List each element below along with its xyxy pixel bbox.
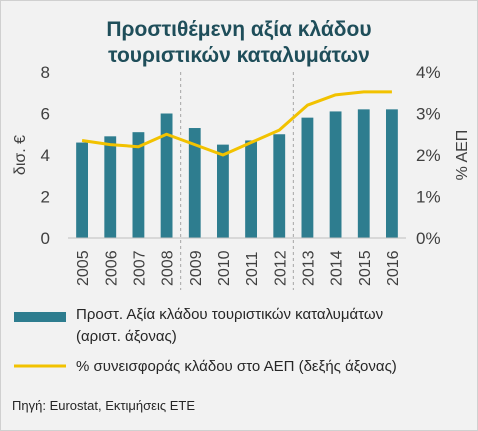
bar-2016	[386, 109, 398, 238]
legend-bar-swatch	[14, 312, 66, 322]
legend-bar-label-1: Προστ. Αξία κλάδου τουριστικών καταλυμάτ…	[76, 306, 384, 323]
x-tick-label: 2011	[244, 251, 261, 286]
bar-2012	[273, 134, 286, 238]
y-tick-label: 4	[41, 146, 50, 165]
bar-2009	[188, 128, 201, 238]
x-tick-label: 2009	[188, 250, 205, 286]
x-tick-label: 2016	[385, 250, 402, 286]
x-tick-label: 2010	[216, 250, 233, 286]
x-tick-label: 2006	[103, 250, 120, 286]
y-tick-label: 6	[41, 105, 50, 124]
bar-2011	[245, 140, 257, 238]
x-tick-label: 2005	[75, 250, 92, 286]
bar-2014	[329, 111, 342, 238]
y2-tick-label: 3%	[416, 105, 441, 124]
bar-2013	[301, 117, 314, 238]
y2-tick-label: 0%	[416, 229, 441, 248]
bar-2005	[76, 142, 88, 238]
x-tick-label: 2012	[272, 250, 289, 286]
bar-2010	[217, 144, 229, 238]
y2-tick-label: 2%	[416, 146, 441, 165]
x-tick-label: 2008	[160, 250, 177, 286]
y2-axis-title: % ΑΕΠ	[454, 130, 471, 181]
legend-line-label: % συνεισφοράς κλάδου στο ΑΕΠ (δεξής άξον…	[76, 358, 397, 375]
y-tick-label: 8	[41, 63, 50, 82]
y2-tick-label: 1%	[416, 188, 441, 207]
y-axis-title: δισ. €	[12, 135, 29, 175]
x-tick-label: 2015	[357, 250, 374, 286]
bar-2008	[160, 113, 173, 238]
y2-tick-label: 4%	[416, 63, 441, 82]
x-tick-label: 2014	[329, 250, 346, 286]
x-tick-label: 2007	[131, 250, 148, 286]
chart-title-line-1: Προστιθέμενη αξία κλάδου	[106, 18, 372, 41]
x-tick-label: 2013	[300, 250, 317, 286]
y-tick-label: 2	[41, 188, 50, 207]
source-note: Πηγή: Eurostat, Εκτιμήσεις ΕΤΕ	[12, 398, 195, 413]
legend-bar-label-2: (αριστ. άξονας)	[76, 328, 177, 345]
bar-2015	[357, 109, 370, 238]
y-tick-label: 0	[41, 229, 50, 248]
bar-2007	[132, 132, 145, 238]
gdp-share-line	[81, 90, 392, 157]
bar-2006	[104, 136, 117, 238]
chart-title-line-2: τουριστικών καταλυμάτων	[108, 44, 370, 67]
